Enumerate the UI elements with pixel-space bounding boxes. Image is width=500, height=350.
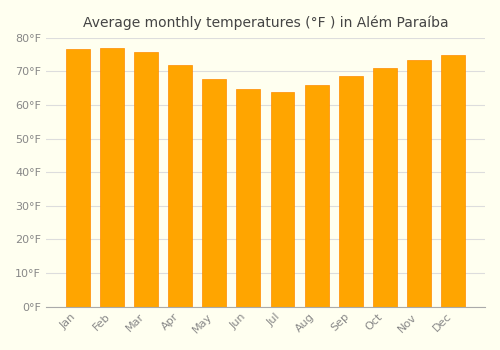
Bar: [66, 49, 90, 307]
Title: Average monthly temperatures (°F ) in Além Paraíba: Average monthly temperatures (°F ) in Al…: [82, 15, 448, 29]
Bar: [441, 55, 465, 307]
Bar: [304, 85, 328, 307]
Bar: [134, 52, 158, 307]
Bar: [168, 64, 192, 307]
Bar: [270, 92, 294, 307]
Bar: [236, 89, 260, 307]
Bar: [373, 68, 397, 307]
Bar: [100, 48, 124, 307]
Bar: [339, 76, 362, 307]
Bar: [407, 61, 431, 307]
Bar: [202, 79, 226, 307]
